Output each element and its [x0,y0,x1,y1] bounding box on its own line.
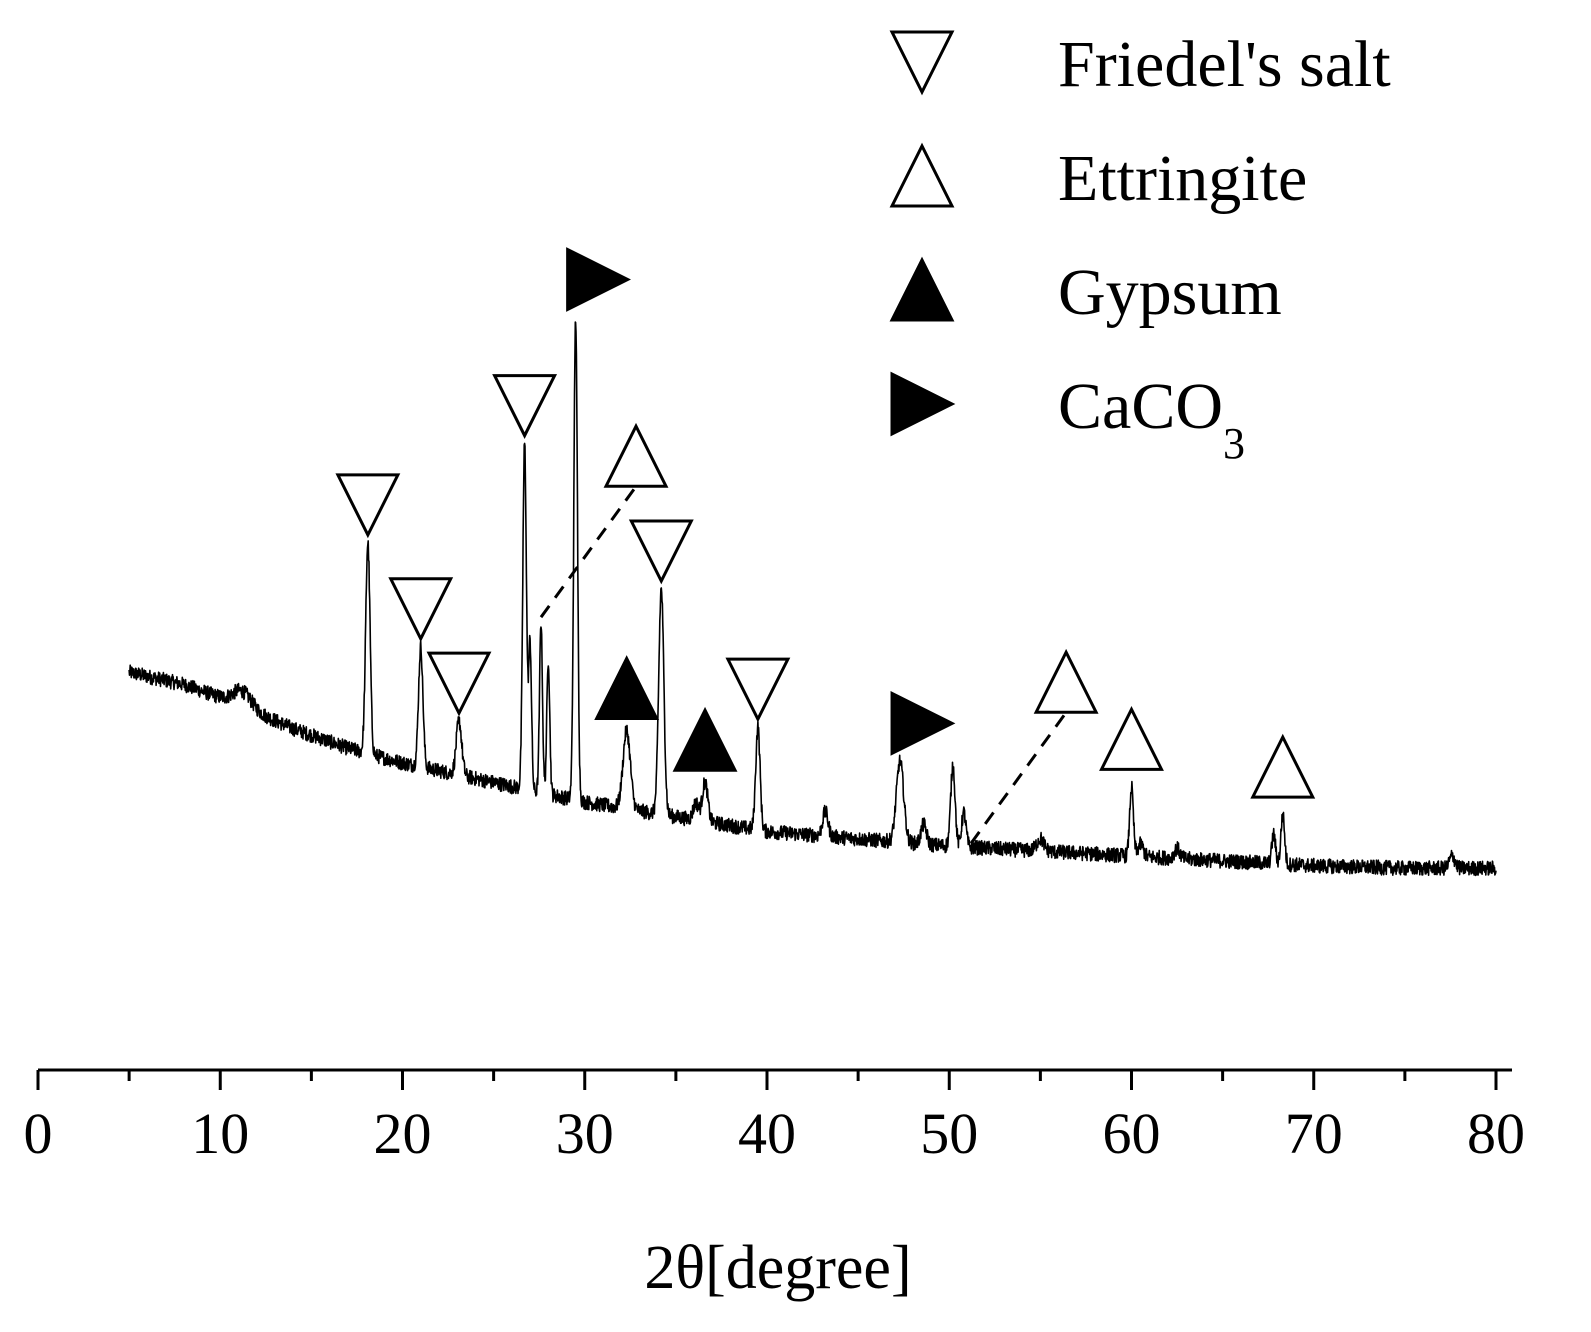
x-axis-title: 2θ[degree] [644,1234,911,1302]
x-tick-label: 70 [1285,1101,1343,1166]
legend-item: CaCO3 [890,370,1245,468]
legend-label: Ettringite [1058,142,1307,215]
friedels-salt-marker [335,473,401,539]
ettringite-marker [1033,648,1099,714]
x-axis: 0 10 20 30 40 50 60 70 80 [24,1068,1525,1166]
x-tick-label: 0 [24,1101,53,1166]
x-tick-label: 80 [1467,1101,1525,1166]
legend-subscript: 3 [1223,419,1245,468]
legend-label: Gypsum [1058,256,1282,329]
x-tick-label: 30 [556,1101,614,1166]
ettringite-marker [1250,733,1316,799]
legend: Friedel's salt Ettringite Gypsum CaCO3 [889,28,1391,468]
legend-item: Ettringite [889,142,1307,215]
friedels-salt-marker [388,577,454,643]
phase-markers [335,247,1316,845]
gypsum-marker [594,655,660,720]
legend-label: CaCO3 [1058,370,1245,468]
friedels-salt-marker [492,374,558,439]
friedels-salt-marker [426,651,492,717]
legend-item: Friedel's salt [889,28,1391,101]
x-tick-label: 60 [1103,1101,1161,1166]
legend-caco3-icon [890,371,956,437]
ettringite-leader-line [969,714,1066,845]
ettringite-marker [1099,705,1164,771]
x-tick-label: 10 [191,1101,249,1166]
ettringite-marker [603,422,669,488]
ettringite-leader-line [539,488,636,619]
legend-friedels-salt-icon [889,30,955,96]
legend-label: Friedel's salt [1058,28,1391,101]
x-tick-label: 40 [738,1101,796,1166]
x-tick-label: 20 [374,1101,432,1166]
gypsum-marker [672,706,738,772]
friedels-salt-marker [725,657,791,723]
x-tick-label: 50 [920,1101,978,1166]
friedels-salt-marker [628,519,694,585]
xrd-pattern [128,321,1497,877]
caco3-marker [890,690,956,756]
legend-ettringite-icon [889,142,955,208]
xrd-series-line [128,321,1497,877]
caco3-marker [566,247,631,312]
legend-gypsum-icon [889,256,955,322]
legend-item: Gypsum [889,256,1282,329]
